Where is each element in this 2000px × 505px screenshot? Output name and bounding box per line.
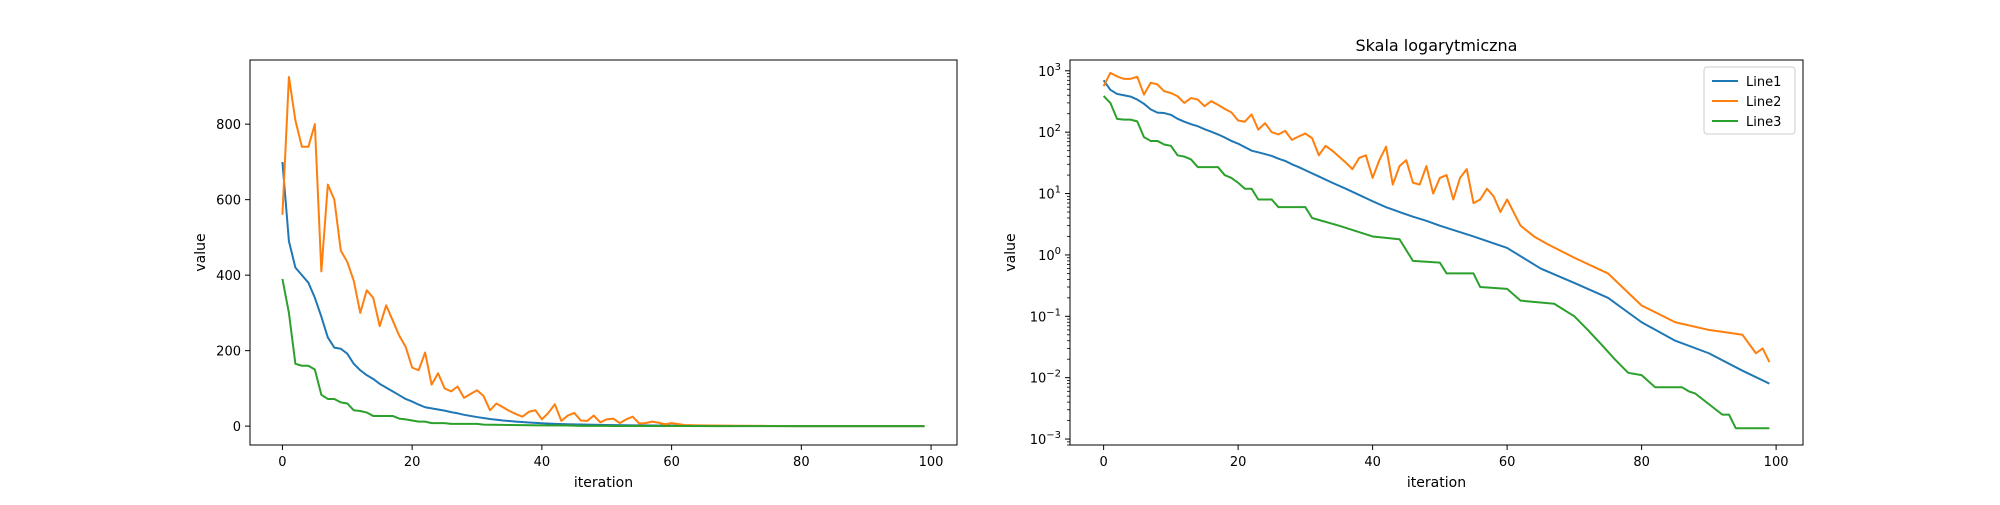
legend: Line1 Line2 Line3 — [1703, 66, 1796, 135]
axes-frame — [249, 59, 958, 446]
x-tick-label: 0 — [1099, 455, 1107, 470]
x-axis-label: iteration — [574, 475, 633, 491]
x-tick-label: 20 — [404, 455, 421, 470]
y-axis-label: value — [1003, 233, 1019, 271]
y-tick-label: 102 — [1038, 123, 1061, 141]
x-tick-label: 60 — [1499, 455, 1516, 470]
y-tick-label: 10−2 — [1030, 369, 1061, 387]
series-line-3 — [281, 278, 925, 428]
y-tick-label: 200 — [216, 345, 241, 360]
y-tick-label: 800 — [216, 118, 241, 133]
x-tick-label: 80 — [1633, 455, 1650, 470]
y-axis-label: value — [193, 233, 209, 271]
series-line-3 — [1102, 95, 1770, 430]
x-tick-label: 40 — [534, 455, 551, 470]
legend-box — [1703, 66, 1796, 135]
y-tick-label: 600 — [216, 194, 241, 209]
x-axis-label: iteration — [1407, 475, 1466, 491]
axes-frame — [1069, 59, 1804, 446]
chart-2: 0 20 40 60 80 100 10−3 10−2 10−1 100 101 102 103 iter… — [1003, 36, 1804, 491]
y-tick-label: 100 — [1038, 246, 1061, 264]
legend-label: Line2 — [1746, 95, 1781, 110]
y-tick-label: 400 — [216, 269, 241, 284]
x-tick-label: 40 — [1364, 455, 1381, 470]
chart-title: Skala logarytmiczna — [1356, 36, 1518, 55]
x-tick-label: 20 — [1230, 455, 1247, 470]
y-tick-label: 103 — [1038, 62, 1061, 80]
x-tick-label: 60 — [663, 455, 680, 470]
x-tick-label: 0 — [278, 455, 286, 470]
series-line-1 — [1102, 79, 1770, 385]
x-tick-label: 80 — [793, 455, 810, 470]
y-tick-label: 101 — [1038, 185, 1061, 203]
legend-label: Line1 — [1746, 75, 1781, 90]
y-tick-label: 0 — [233, 420, 241, 435]
chart-1: 0 20 40 60 80 100 0 200 400 600 800 iteration value — [193, 59, 958, 491]
series-line-2 — [281, 75, 925, 428]
x-tick-label: 100 — [1764, 455, 1789, 470]
series-line-2 — [1102, 71, 1771, 363]
x-tick-label: 100 — [919, 455, 944, 470]
y-tick-label: 10−1 — [1030, 307, 1061, 325]
legend-label: Line3 — [1746, 115, 1781, 130]
series-line-1 — [281, 161, 925, 428]
y-tick-label: 10−3 — [1030, 430, 1061, 448]
